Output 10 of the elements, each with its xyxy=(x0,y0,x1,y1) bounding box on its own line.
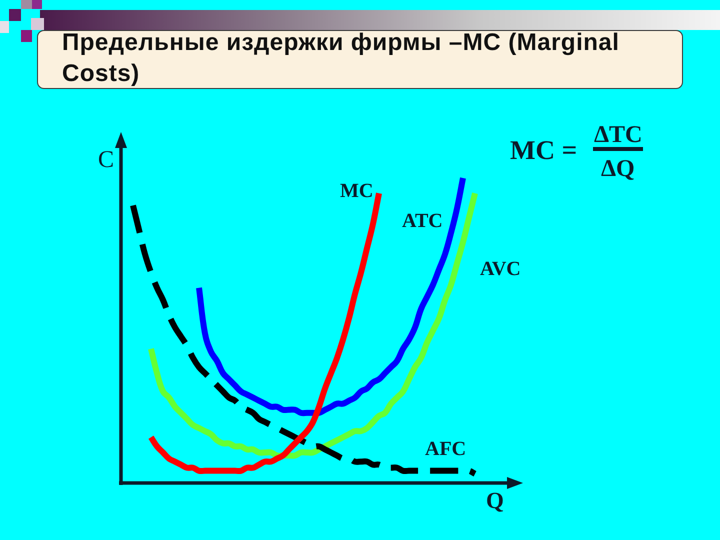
series-label: MC xyxy=(340,180,374,202)
series-label: ATC xyxy=(402,210,443,232)
text: ΔQ xyxy=(601,156,635,182)
y-axis-title: C xyxy=(98,147,114,173)
text: MC = xyxy=(510,135,578,165)
chart-title: Предельные издержки фирмы –MC (Marginal Costs) xyxy=(62,28,620,89)
text: ΔTC xyxy=(593,122,644,151)
series-label: AVC xyxy=(480,258,521,280)
series-label: AFC xyxy=(425,438,466,460)
x-axis-title: Q xyxy=(486,488,504,513)
